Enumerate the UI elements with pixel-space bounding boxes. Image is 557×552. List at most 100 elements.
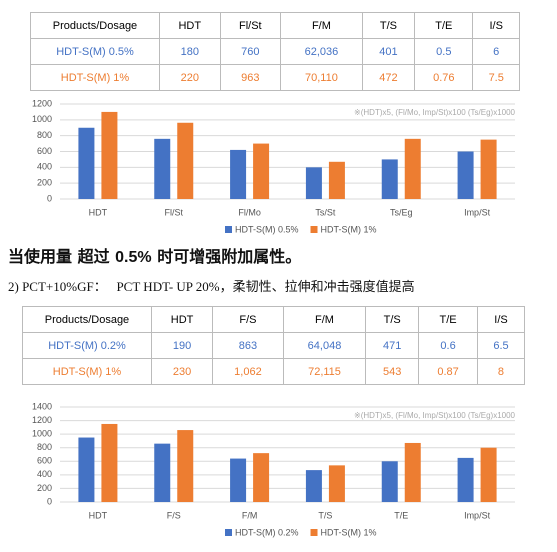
- bar: [154, 138, 171, 199]
- table-cell: Products/Dosage: [30, 12, 160, 39]
- table-cell: I/S: [476, 306, 526, 333]
- table-cell: HDT-S(M) 1%: [30, 64, 160, 91]
- table-row: Products/Dosage HDT Fl/St F/M T/S T/E I/S: [30, 12, 520, 39]
- table-cell: 0.76: [414, 64, 474, 91]
- bar: [154, 443, 171, 502]
- legend-label: HDT-S(M) 1%: [321, 224, 377, 234]
- x-tick-label: T/S: [318, 510, 332, 520]
- table-cell: 472: [361, 64, 416, 91]
- x-tick-label: T/E: [394, 510, 408, 520]
- bar: [404, 138, 421, 199]
- y-tick-label: 1200: [32, 98, 52, 108]
- bar: [305, 470, 322, 502]
- x-tick-label: Fl/St: [164, 207, 183, 217]
- legend-swatch: [310, 529, 318, 536]
- table-cell: T/S: [365, 306, 420, 333]
- table-cell: 6: [472, 38, 520, 65]
- y-tick-label: 1000: [32, 429, 52, 439]
- bar: [328, 161, 345, 199]
- table-row: Products/Dosage HDT F/S F/M T/S T/E I/S: [22, 306, 526, 333]
- y-tick-label: 800: [37, 442, 52, 452]
- table-cell: HDT: [159, 12, 221, 39]
- y-tick-label: 1000: [32, 114, 52, 124]
- table-cell: 220: [159, 64, 221, 91]
- table: Products/Dosage HDT Fl/St F/M T/S T/E I/S HDT-S…: [30, 12, 520, 91]
- subheading: 2) PCT+10%GF： PCT HDT- UP 20%，柔韧性、拉伸和冲击强…: [8, 279, 415, 294]
- x-tick-label: Ts/Eg: [390, 207, 413, 217]
- table-cell: F/M: [282, 306, 367, 333]
- table-cell: 1,062: [212, 358, 284, 385]
- table-cell: HDT-S(M) 0.2%: [22, 332, 152, 359]
- table-cell: 180: [159, 38, 221, 65]
- table-cell: F/M: [280, 12, 363, 39]
- bar: [101, 423, 118, 502]
- x-tick-label: F/S: [167, 510, 181, 520]
- table-cell: T/E: [414, 12, 474, 39]
- bar: [381, 461, 398, 502]
- table-cell: 760: [219, 38, 282, 65]
- bar: [328, 465, 345, 502]
- x-tick-label: F/M: [242, 510, 258, 520]
- x-tick-label: Fl/Mo: [238, 207, 261, 217]
- table-cell: F/S: [212, 306, 284, 333]
- table-cell: 0.5: [414, 38, 474, 65]
- bar: [78, 127, 95, 199]
- x-tick-label: Imp/St: [464, 510, 491, 520]
- legend-swatch: [310, 226, 318, 233]
- chart: 0 200 400 600 800 1000 1200 ※(HDT)x5, (Fl/Mo, I…: [32, 98, 516, 234]
- bar: [457, 151, 474, 199]
- chart: 0 200 400 600 800 1000 1200 1400 ※(HDT)x5, (Fl/M…: [32, 401, 516, 537]
- legend-swatch: [225, 529, 232, 536]
- y-tick-label: 600: [37, 146, 52, 156]
- bar: [480, 139, 497, 199]
- table-cell: 0.87: [418, 358, 478, 385]
- table-cell: 963: [219, 64, 282, 91]
- bar: [177, 122, 194, 199]
- bar: [253, 453, 270, 502]
- table-cell: HDT-S(M) 0.5%: [30, 38, 160, 65]
- x-tick-label: HDT: [89, 207, 108, 217]
- table-cell: 230: [150, 358, 214, 385]
- table-cell: 190: [150, 332, 214, 359]
- y-tick-label: 1400: [32, 401, 52, 411]
- table-cell: HDT-S(M) 1%: [22, 358, 152, 385]
- y-tick-label: 1200: [32, 415, 52, 425]
- x-tick-label: HDT: [89, 510, 108, 520]
- table-row: HDT-S(M) 0.5% 180 760 62,036 401 0.5 6: [30, 38, 520, 65]
- text: 时可增强附加属性。: [151, 247, 302, 266]
- text: 当使用量 超过: [8, 247, 116, 266]
- annotation: ※(HDT)x5, (Fl/Mo, Imp/St)x100 (Ts/Eg)x10…: [354, 108, 516, 117]
- y-tick-label: 200: [37, 483, 52, 493]
- table-cell: T/S: [361, 12, 416, 39]
- table-cell: 6.5: [476, 332, 526, 359]
- bar: [230, 149, 247, 199]
- x-tick-label: Ts/St: [315, 207, 336, 217]
- bar: [177, 430, 194, 502]
- table-cell: I/S: [472, 12, 520, 39]
- bar: [404, 442, 421, 502]
- annotation: ※(HDT)x5, (Fl/Mo, Imp/St)x100 (Ts/Eg)x10…: [354, 411, 516, 420]
- table-cell: 8: [476, 358, 526, 385]
- legend-swatch: [225, 226, 232, 233]
- bar: [253, 143, 270, 199]
- table: Products/Dosage HDT F/S F/M T/S T/E I/S HDT-S(M…: [22, 306, 526, 385]
- table-cell: 62,036: [280, 38, 363, 65]
- table-cell: Fl/St: [219, 12, 282, 39]
- table-cell: 70,110: [280, 64, 363, 91]
- table-row: HDT-S(M) 0.2% 190 863 64,048 471 0.6 6.5: [22, 332, 526, 359]
- bar: [381, 159, 398, 199]
- y-tick-label: 400: [37, 162, 52, 172]
- text: 0.5%: [115, 249, 152, 266]
- table-cell: 0.6: [418, 332, 478, 359]
- table-cell: 64,048: [282, 332, 367, 359]
- table-cell: 863: [212, 332, 284, 359]
- y-tick-label: 400: [37, 469, 52, 479]
- table-cell: 7.5: [472, 64, 520, 91]
- table-cell: 72,115: [282, 358, 367, 385]
- bar: [457, 457, 474, 502]
- y-tick-label: 600: [37, 456, 52, 466]
- table-cell: HDT: [150, 306, 214, 333]
- x-tick-label: Imp/St: [464, 207, 491, 217]
- bar: [480, 447, 497, 502]
